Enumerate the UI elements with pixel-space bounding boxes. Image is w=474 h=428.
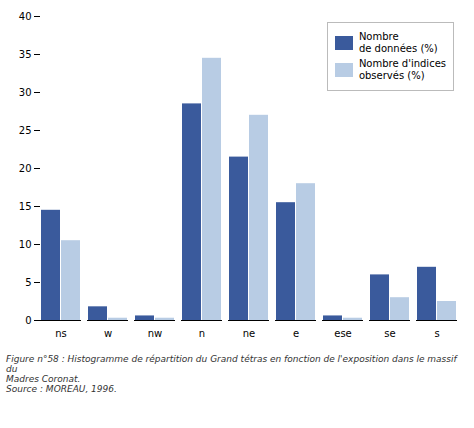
svg-text:15: 15: [19, 201, 32, 212]
svg-text:ne: ne: [243, 328, 256, 339]
svg-text:5: 5: [25, 277, 31, 288]
svg-text:40: 40: [19, 11, 32, 22]
svg-text:20: 20: [19, 163, 32, 174]
svg-text:w: w: [104, 328, 112, 339]
svg-text:se: se: [384, 328, 395, 339]
svg-text:e: e: [293, 328, 299, 339]
svg-text:nw: nw: [148, 328, 163, 339]
svg-text:30: 30: [19, 87, 32, 98]
svg-text:ese: ese: [334, 328, 352, 339]
svg-text:s: s: [434, 328, 439, 339]
html-text:Nombre d'indices observés (%): Nombre d'indices observés (%): [358, 58, 446, 81]
html-text:Figure n°58 : Histogramme de r: Figure n°58 : Histogramme de répartition…: [6, 354, 457, 394]
svg-text:10: 10: [19, 239, 32, 250]
html-text:Nombre de données (%): Nombre de données (%): [358, 31, 438, 54]
svg-text:25: 25: [19, 125, 32, 136]
svg-text:35: 35: [19, 49, 32, 60]
svg-text:n: n: [199, 328, 205, 339]
svg-text:0: 0: [25, 315, 31, 326]
svg-text:ns: ns: [55, 328, 67, 339]
